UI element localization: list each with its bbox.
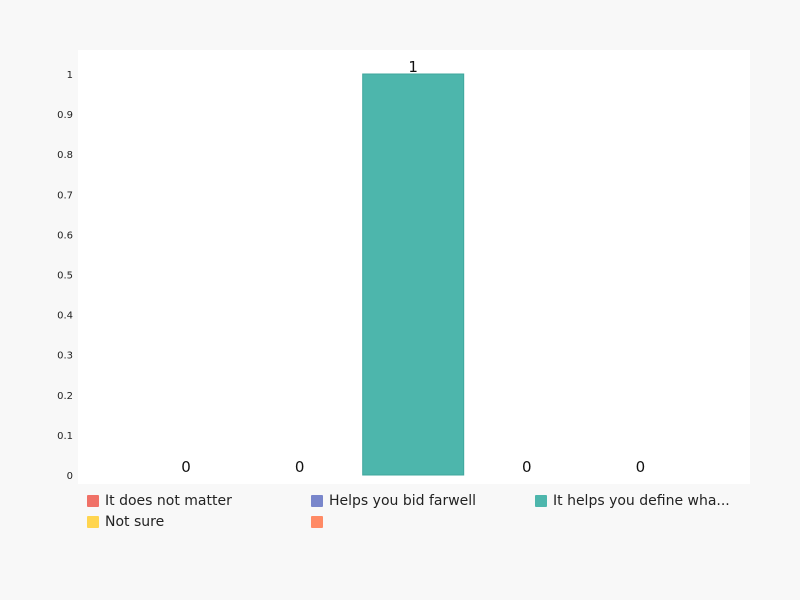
y-tick-label: 0.3: [57, 351, 73, 362]
y-tick-label: 0.8: [57, 150, 73, 161]
bar-chart: 0 0.1 0.2 0.3 0.4 0.5 0.6 0.7 0.8 0.9 1 0 0 1 0 0: [57, 58, 646, 482]
legend-item-it-helps-you-define[interactable]: It helps you define wha...: [535, 493, 759, 509]
legend-swatch: [311, 515, 323, 528]
legend-item-blank[interactable]: [311, 515, 535, 528]
y-tick-label: 0.9: [57, 110, 73, 121]
legend-swatch: [87, 494, 99, 507]
y-tick-label: 0.5: [57, 271, 73, 282]
legend-swatch: [87, 515, 99, 528]
bar-value-label: 0: [181, 458, 191, 476]
bar-value-label: 0: [295, 458, 305, 476]
y-tick-label: 1: [67, 70, 73, 81]
legend-swatch: [535, 494, 547, 507]
y-tick-label: 0.1: [57, 431, 73, 442]
legend-swatch: [311, 494, 323, 507]
legend-label: Helps you bid farwell: [329, 492, 477, 509]
legend-row: It does not matter Helps you bid farwell…: [87, 490, 767, 511]
bar-value-label: 0: [522, 458, 532, 476]
legend-row: Not sure: [87, 511, 767, 532]
y-tick-label: 0.7: [57, 190, 73, 201]
chart-legend: It does not matter Helps you bid farwell…: [87, 490, 767, 532]
y-tick-label: 0.2: [57, 391, 73, 402]
y-tick-label: 0.6: [57, 230, 73, 241]
y-tick-label: 0: [67, 471, 73, 482]
legend-item-helps-you-bid-farwell[interactable]: Helps you bid farwell: [311, 493, 535, 509]
bar[interactable]: [362, 73, 465, 476]
y-tick-label: 0.4: [57, 311, 73, 322]
bar-value-label: 1: [408, 58, 418, 76]
legend-label: It helps you define wha...: [553, 492, 730, 509]
legend-item-it-does-not-matter[interactable]: It does not matter: [87, 493, 311, 509]
legend-label: It does not matter: [105, 492, 232, 509]
bar-value-label: 0: [636, 458, 646, 476]
legend-label: Not sure: [105, 513, 165, 530]
legend-item-not-sure[interactable]: Not sure: [87, 514, 311, 530]
